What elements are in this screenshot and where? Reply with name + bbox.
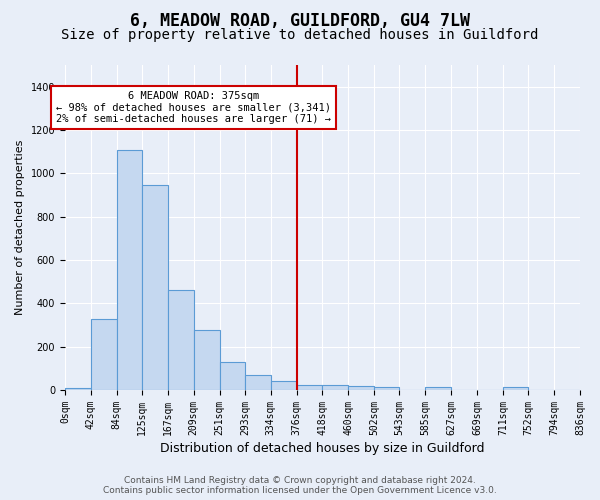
Bar <box>91 318 116 390</box>
Y-axis label: Number of detached properties: Number of detached properties <box>15 140 25 315</box>
Text: Contains HM Land Registry data © Crown copyright and database right 2024.
Contai: Contains HM Land Registry data © Crown c… <box>103 476 497 495</box>
Bar <box>168 290 194 390</box>
Bar <box>245 375 271 390</box>
Bar <box>349 386 374 390</box>
Bar <box>296 384 322 390</box>
Bar <box>194 330 220 390</box>
Text: 6, MEADOW ROAD, GUILDFORD, GU4 7LW: 6, MEADOW ROAD, GUILDFORD, GU4 7LW <box>130 12 470 30</box>
Bar <box>425 388 451 390</box>
Bar <box>142 186 168 390</box>
Text: 6 MEADOW ROAD: 375sqm
← 98% of detached houses are smaller (3,341)
2% of semi-de: 6 MEADOW ROAD: 375sqm ← 98% of detached … <box>56 91 331 124</box>
X-axis label: Distribution of detached houses by size in Guildford: Distribution of detached houses by size … <box>160 442 485 455</box>
Bar <box>374 387 400 390</box>
Bar <box>116 150 142 390</box>
Bar <box>503 388 528 390</box>
Text: Size of property relative to detached houses in Guildford: Size of property relative to detached ho… <box>61 28 539 42</box>
Bar <box>220 362 245 390</box>
Bar <box>271 381 296 390</box>
Bar <box>322 384 349 390</box>
Bar <box>65 388 91 390</box>
